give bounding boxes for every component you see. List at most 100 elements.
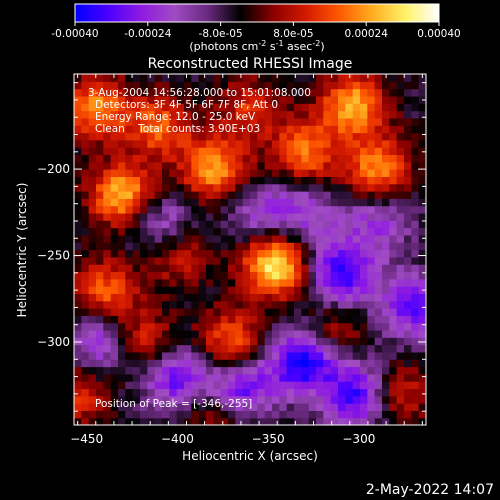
heatmap-cell — [323, 198, 332, 207]
heatmap-cell — [411, 329, 420, 338]
heatmap-cell — [272, 125, 280, 134]
heatmap-cell — [301, 249, 310, 258]
heatmap-cell — [184, 103, 192, 112]
heatmap-cell — [257, 212, 266, 221]
heatmap-cell — [184, 271, 192, 280]
heatmap-cell — [228, 249, 236, 258]
heatmap-cell — [162, 256, 170, 265]
heatmap-cell — [367, 403, 376, 411]
heatmap-cell — [250, 293, 258, 302]
heatmap-cell — [242, 95, 251, 104]
heatmap-cell — [279, 249, 288, 258]
heatmap-cell — [242, 81, 251, 90]
heatmap-cell — [389, 110, 398, 119]
heatmap-cell — [140, 329, 148, 338]
heatmap-cell — [389, 117, 398, 126]
heatmap-cell — [279, 198, 288, 207]
heatmap-cell — [103, 95, 112, 104]
heatmap-cell — [404, 271, 412, 280]
heatmap-cell — [140, 286, 148, 294]
heatmap-cell — [374, 191, 383, 199]
heatmap-cell — [279, 410, 288, 419]
heatmap-cell — [418, 125, 426, 134]
heatmap-cell — [147, 95, 156, 104]
heatmap-cell — [279, 234, 288, 243]
heatmap-cell — [118, 278, 126, 287]
heatmap-cell — [382, 161, 390, 170]
heatmap-cell — [250, 103, 258, 112]
heatmap-cell — [74, 256, 82, 265]
heatmap-cell — [396, 220, 405, 229]
heatmap-cell — [257, 395, 266, 404]
heatmap-cell — [286, 176, 295, 185]
heatmap-cell — [206, 176, 214, 185]
heatmap-cell — [250, 329, 258, 338]
heatmap-cell — [279, 212, 288, 221]
heatmap-cell — [81, 205, 90, 214]
heatmap-cell — [250, 381, 258, 390]
heatmap-cell — [81, 395, 90, 404]
heatmap-cell — [367, 81, 376, 90]
heatmap-cell — [360, 125, 368, 134]
heatmap-cell — [308, 125, 317, 134]
heatmap-cell — [184, 183, 192, 192]
heatmap-cell — [213, 278, 222, 287]
heatmap-cell — [301, 278, 310, 287]
heatmap-cell — [308, 366, 317, 375]
heatmap-cell — [374, 264, 383, 273]
heatmap-cell — [272, 366, 280, 375]
heatmap-cell — [147, 242, 156, 251]
heatmap-cell — [294, 293, 302, 302]
heatmap-cell — [396, 410, 405, 419]
heatmap-cell — [396, 322, 405, 331]
heatmap-cell — [191, 308, 200, 316]
heatmap-cell — [213, 95, 222, 104]
heatmap-cell — [367, 359, 376, 368]
heatmap-cell — [88, 125, 97, 134]
heatmap-cell — [294, 359, 302, 368]
heatmap-cell — [382, 286, 390, 294]
heatmap-cell — [81, 81, 90, 90]
heatmap-cell — [345, 132, 354, 141]
y-tick-label: −200 — [37, 162, 70, 176]
heatmap-cell — [132, 329, 141, 338]
heatmap-cell — [316, 191, 324, 199]
heatmap-cell — [213, 308, 222, 316]
heatmap-cell — [198, 242, 207, 251]
heatmap-cell — [250, 234, 258, 243]
heatmap-cell — [338, 198, 346, 207]
heatmap-cell — [81, 366, 90, 375]
heatmap-cell — [352, 395, 361, 404]
heatmap-cell — [242, 125, 251, 134]
heatmap-cell — [81, 293, 90, 302]
heatmap-cell — [147, 110, 156, 119]
heatmap-cell — [88, 212, 97, 221]
heatmap-cell — [176, 264, 185, 273]
heatmap-cell — [352, 293, 361, 302]
heatmap-cell — [74, 212, 82, 221]
heatmap-cell — [396, 278, 405, 287]
heatmap-cell — [330, 278, 339, 287]
heatmap-cell — [147, 132, 156, 141]
heatmap-cell — [169, 300, 178, 309]
heatmap-cell — [360, 403, 368, 411]
heatmap-cell — [184, 322, 192, 331]
heatmap-cell — [81, 300, 90, 309]
heatmap-cell — [389, 191, 398, 199]
heatmap-cell — [396, 132, 405, 141]
heatmap-cell — [367, 329, 376, 338]
heatmap-cell — [154, 300, 163, 309]
heatmap-cell — [88, 256, 97, 265]
heatmap-cell — [257, 191, 266, 199]
heatmap-cell — [264, 95, 273, 104]
heatmap-cell — [360, 110, 368, 119]
heatmap-cell — [404, 417, 412, 425]
heatmap-cell — [74, 220, 82, 229]
heatmap-cell — [323, 242, 332, 251]
heatmap-cell — [279, 395, 288, 404]
heatmap-cell — [74, 410, 82, 419]
heatmap-cell — [272, 403, 280, 411]
heatmap-cell — [125, 329, 134, 338]
heatmap-cell — [264, 278, 273, 287]
heatmap-cell — [301, 242, 310, 251]
